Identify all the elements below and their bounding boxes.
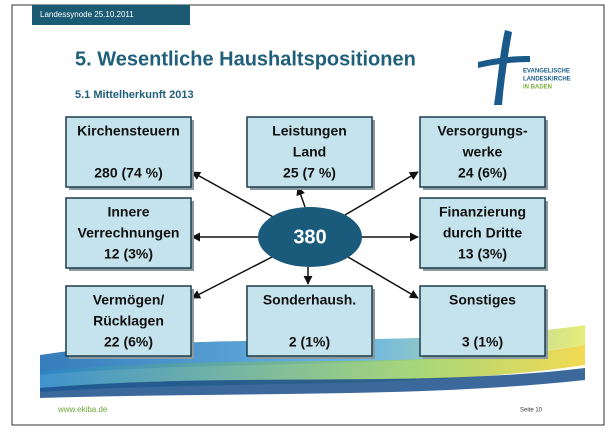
page-number: Seite 10 [520,408,543,414]
box-label: Land [293,144,326,160]
box-value: 13 (3%) [458,246,507,262]
box-label: Rücklagen [93,313,164,329]
subtitle: 5.1 Mittelherkunft 2013 [75,89,194,101]
logo-text: EVANGELISCHE [523,69,570,75]
box-label: Verrechnungen [78,225,180,241]
box-label: werke [462,144,503,160]
box-label: Finanzierung [439,204,526,220]
box-value: 12 (3%) [104,246,153,262]
footer-url: www.ekiba.de [57,405,108,414]
box-value: 25 (7 %) [283,165,336,181]
box-label: Versorgungs- [437,123,528,139]
box-value: 2 (1%) [289,334,330,350]
tag: Landessynode 25.10.2011 [40,10,134,19]
box-value: 3 (1%) [462,334,503,350]
logo-text: IN BADEN [523,85,552,91]
box-value: 22 (6%) [104,334,153,350]
box-value: 280 (74 %) [94,165,162,181]
box-value: 24 (6%) [458,165,507,181]
box-label: Kirchensteuern [77,123,180,139]
center-value: 380 [293,226,326,248]
box-label: Innere [107,204,149,220]
box-label: Sonstiges [449,292,516,308]
logo-text: LANDESKIRCHE [523,77,571,83]
box-label: Sonderhaush. [263,292,356,308]
box-label: Vermögen/ [93,292,165,308]
slide: Landessynode 25.10.2011 5. Wesentliche H… [0,0,614,433]
box-label: Leistungen [272,123,347,139]
title: 5. Wesentliche Haushaltspositionen [75,48,416,70]
box-label: durch Dritte [443,225,523,241]
